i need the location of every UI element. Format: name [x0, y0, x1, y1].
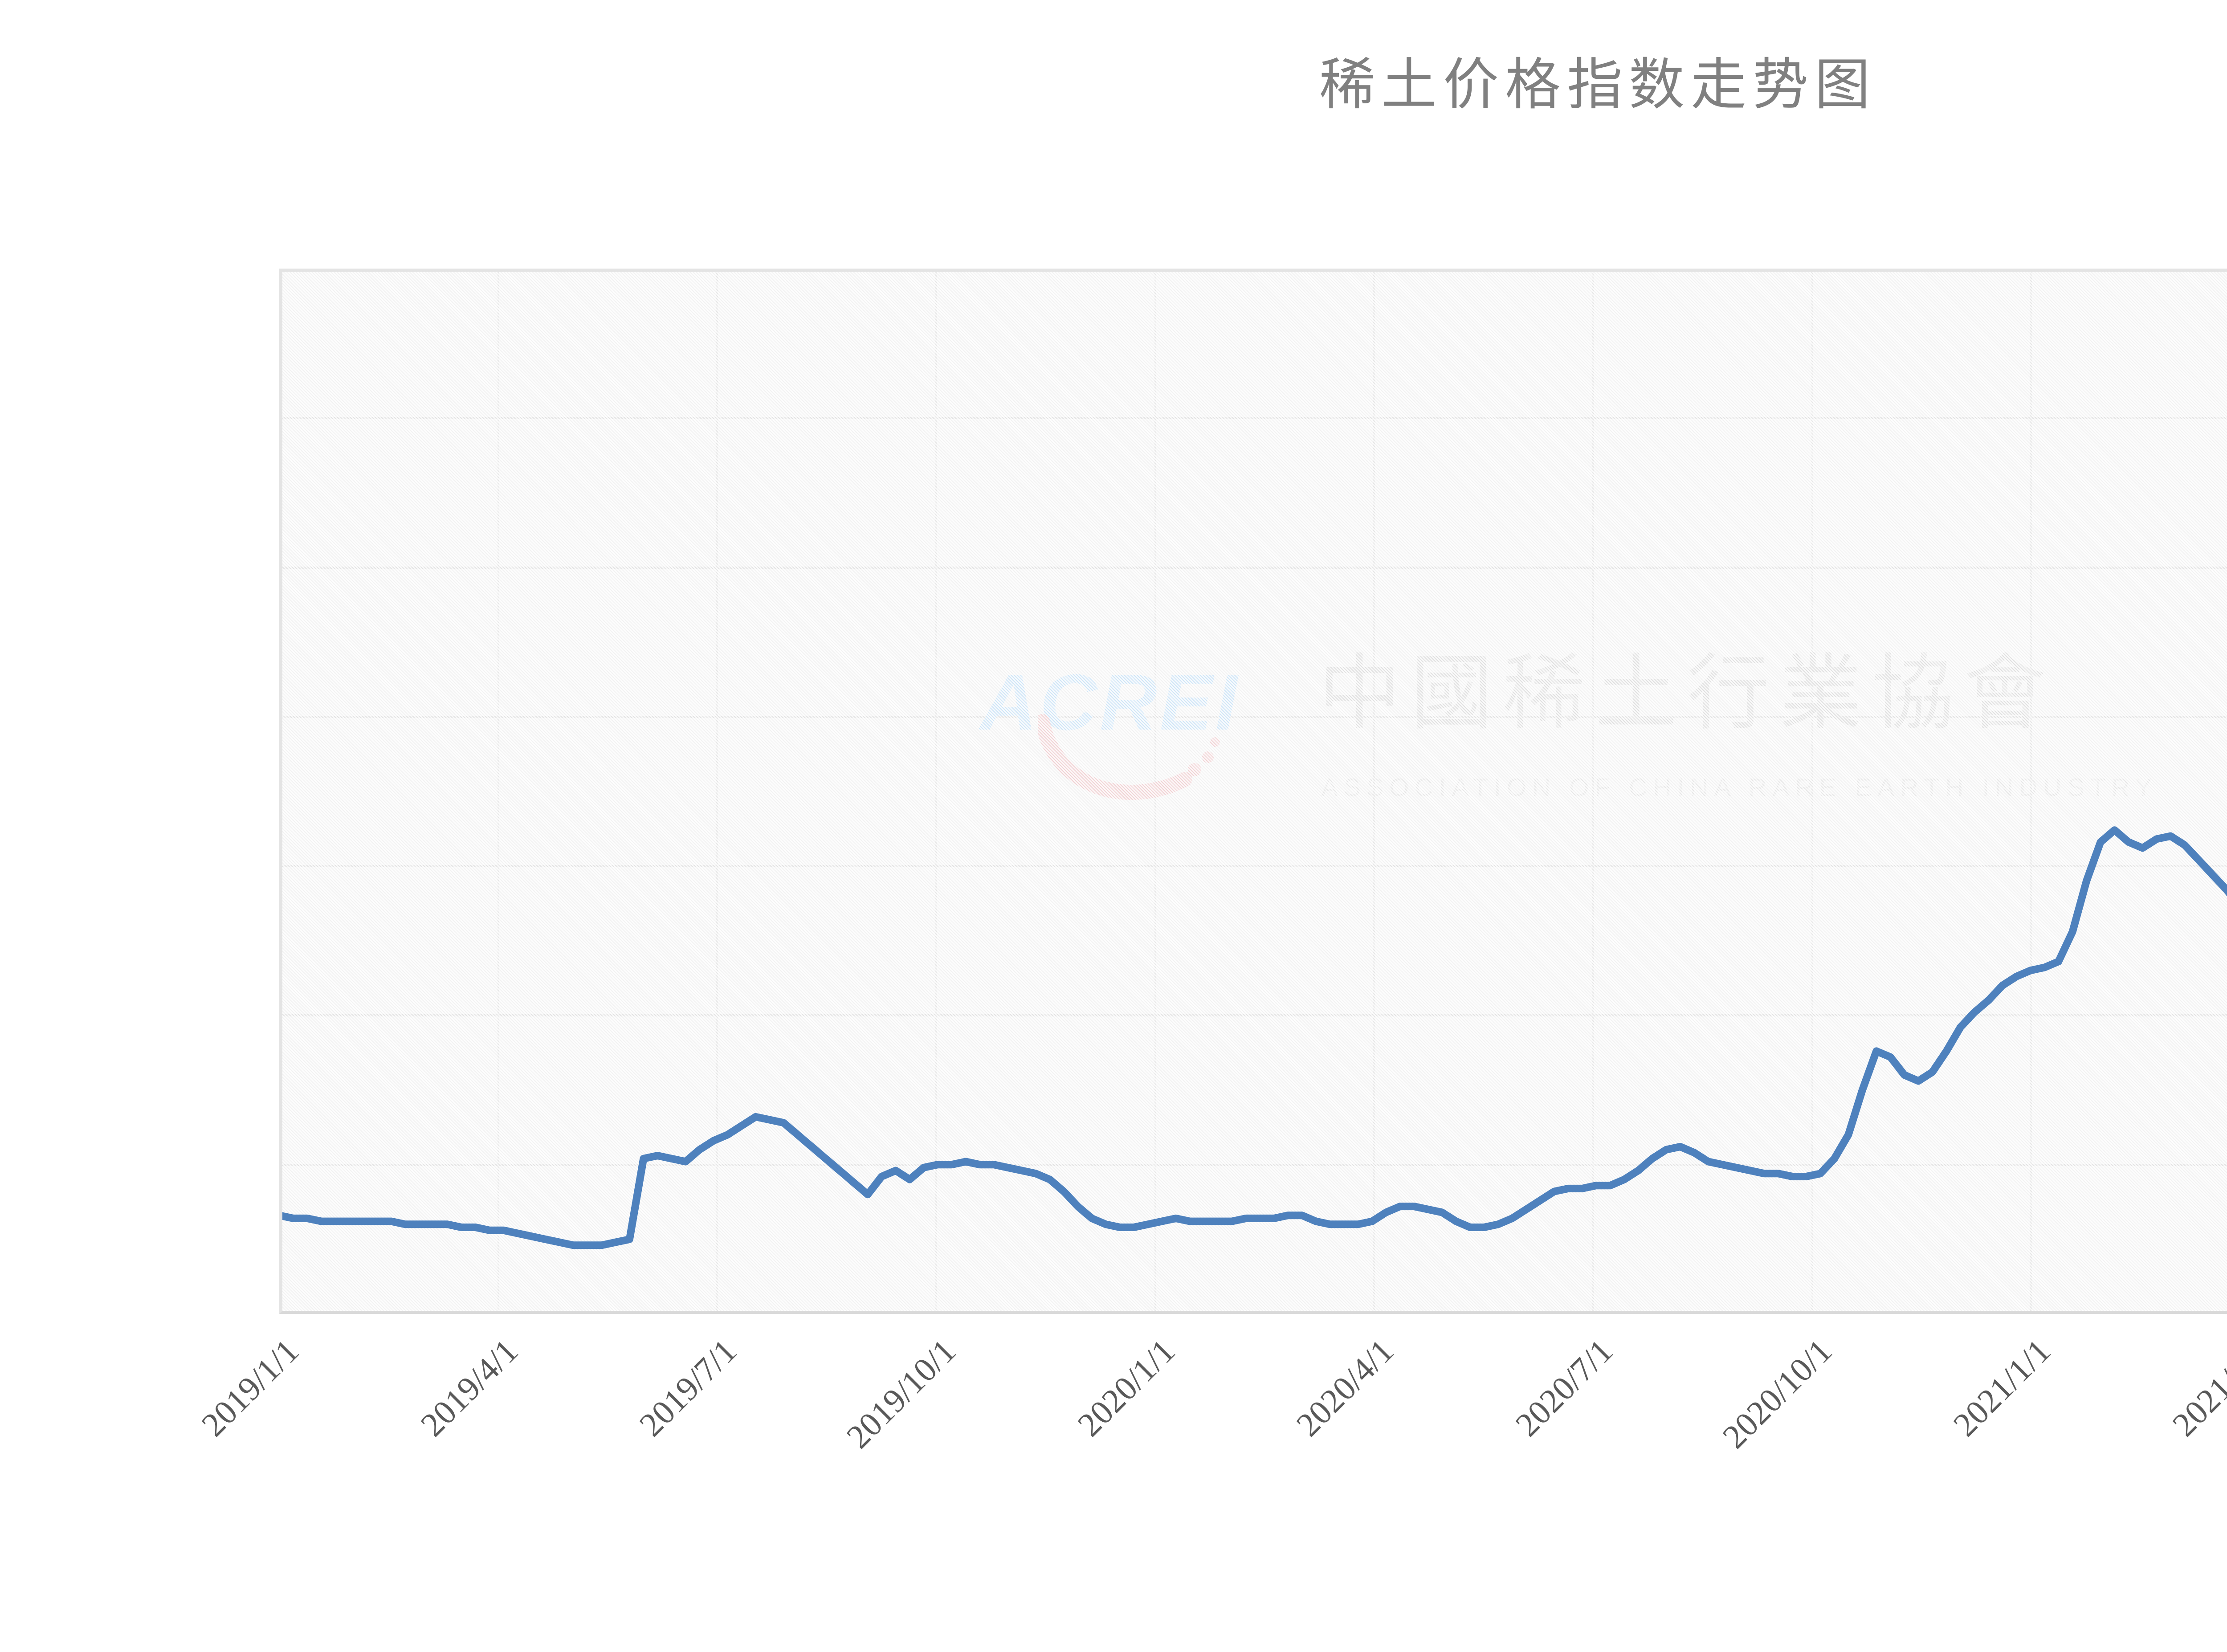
price-index-line-series	[279, 826, 2227, 1249]
rare-earth-price-index-chart: 稀土价格指数走势图 ACREI 中國稀土行業協會 ASSOCIATION OF …	[195, 55, 2227, 1456]
page-title: 稀土价格指数走势图	[1319, 55, 1876, 116]
x-axis: 2019/1/1 2019/4/1 2019/7/1 2019/10/1 2020/1/…	[195, 1332, 2227, 1456]
